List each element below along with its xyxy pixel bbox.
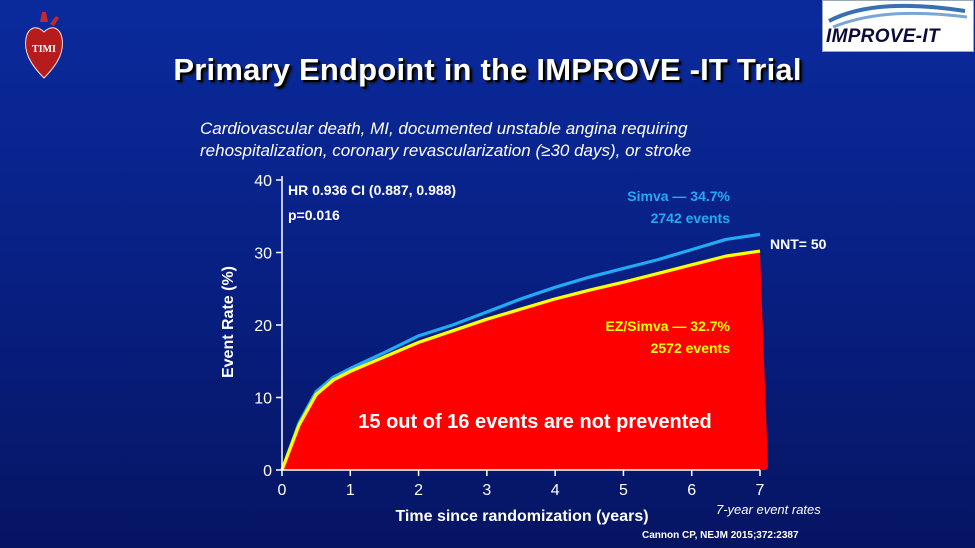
x-tick-label: 5 bbox=[619, 482, 628, 499]
x-tick-label: 7 bbox=[756, 482, 765, 499]
prevention-callout: 15 out of 16 events are not prevented bbox=[358, 411, 712, 433]
x-tick-label: 0 bbox=[278, 482, 287, 499]
p-value-text: p=0.016 bbox=[288, 207, 340, 223]
event-area-fill bbox=[282, 251, 768, 470]
simva-series-label: Simva — 34.7% bbox=[627, 188, 730, 204]
series-line-ez-simva bbox=[280, 249, 761, 471]
y-tick-label: 40 bbox=[254, 173, 272, 190]
x-tick-label: 3 bbox=[482, 482, 491, 499]
y-axis-label: Event Rate (%) bbox=[220, 266, 237, 378]
improve-it-logo bbox=[822, 0, 974, 52]
y-tick-label: 30 bbox=[254, 246, 272, 263]
subtitle-line-2: rehospitalization, coronary revasculariz… bbox=[200, 141, 692, 160]
ez-simva-series-label: EZ/Simva — 32.7% bbox=[605, 318, 730, 334]
x-tick-label: 1 bbox=[346, 482, 355, 499]
subtitle-line-1: Cardiovascular death, MI, documented uns… bbox=[200, 119, 688, 138]
timi-logo-text: TIMI bbox=[32, 44, 56, 55]
ez-simva-events-label: 2572 events bbox=[650, 340, 730, 356]
improve-it-logo-text: IMPROVE-IT bbox=[826, 26, 940, 47]
x-tick-label: 2 bbox=[414, 482, 423, 499]
timi-logo: TIMI bbox=[25, 12, 63, 79]
hazard-ratio-text: HR 0.936 CI (0.887, 0.988) bbox=[288, 182, 457, 198]
logo-swoosh-icon bbox=[828, 3, 968, 29]
simva-events-label: 2742 events bbox=[650, 210, 730, 226]
y-tick-label: 10 bbox=[254, 391, 272, 408]
y-tick-label: 20 bbox=[254, 318, 272, 335]
slide-subtitle: Cardiovascular death, MI, documented uns… bbox=[200, 118, 840, 162]
x-tick-label: 6 bbox=[687, 482, 696, 499]
series-line-simva bbox=[280, 232, 761, 471]
slide-title: Primary Endpoint in the IMPROVE -IT Tria… bbox=[173, 52, 802, 87]
y-tick-label: 0 bbox=[263, 463, 272, 480]
nnt-label: NNT= 50 bbox=[770, 236, 827, 252]
event-rates-note: 7-year event rates bbox=[716, 502, 821, 517]
x-tick-label: 4 bbox=[551, 482, 560, 499]
citation: Cannon CP, NEJM 2015;372:2387 bbox=[642, 530, 799, 541]
x-axis-label: Time since randomization (years) bbox=[395, 508, 648, 525]
